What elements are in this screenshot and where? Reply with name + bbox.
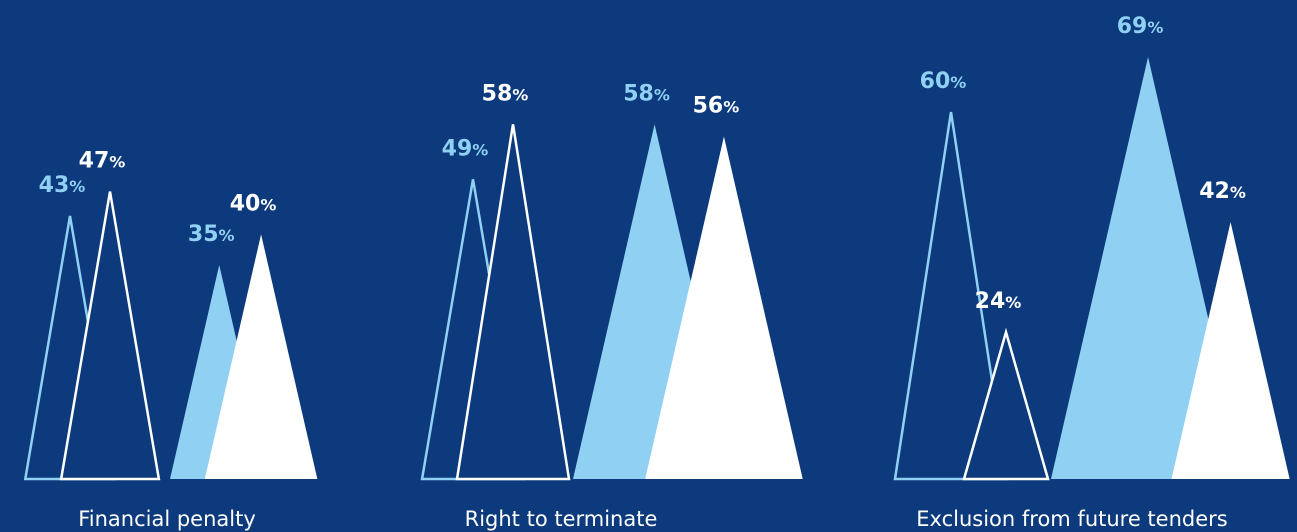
value-label: 58% [623, 81, 670, 106]
value-label: 56% [693, 94, 740, 119]
value-label: 47% [79, 149, 126, 174]
value-label: 24% [975, 289, 1022, 314]
triangle [645, 136, 803, 479]
value-label: 49% [442, 136, 489, 161]
value-label: 43% [39, 173, 86, 198]
triangle-outline [59, 191, 161, 481]
category-label: Right to terminate [465, 507, 658, 531]
value-label: 60% [920, 69, 967, 94]
value-label: 58% [482, 81, 529, 106]
triangle-outline [893, 111, 1009, 481]
triangle [204, 234, 318, 479]
triangle-outline [455, 124, 571, 481]
value-label: 40% [230, 191, 277, 216]
category-label: Exclusion from future tenders [916, 507, 1227, 531]
value-label: 42% [1199, 179, 1246, 204]
triangle [1171, 222, 1290, 480]
value-label: 69% [1117, 14, 1164, 39]
value-label: 35% [188, 222, 235, 247]
category-label: Financial penalty [78, 507, 256, 531]
triangle-outline [962, 327, 1050, 481]
